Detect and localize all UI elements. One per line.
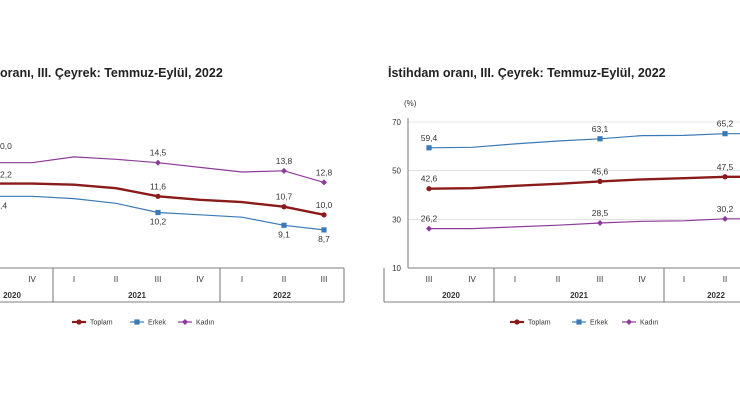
data-point	[722, 131, 728, 137]
data-point	[281, 167, 287, 174]
year-label: 2021	[128, 291, 146, 300]
data-label: 2,2	[0, 170, 12, 180]
x-tick-label: I	[73, 275, 75, 284]
year-label: 2022	[707, 291, 725, 300]
chart-title: İstihdam oranı, III. Çeyrek: Temmuz-Eylü…	[388, 66, 666, 80]
data-label: 59,4	[421, 133, 438, 143]
year-label: 2021	[570, 291, 588, 300]
data-point	[155, 193, 161, 199]
series-line-erkek	[428, 133, 740, 149]
data-point	[155, 159, 161, 166]
data-label: 10,0	[316, 200, 333, 210]
data-label: 10,7	[276, 192, 293, 202]
x-tick-label: III	[597, 275, 604, 284]
x-tick-label: II	[556, 275, 560, 284]
data-point	[321, 212, 327, 218]
data-point	[597, 219, 603, 226]
legend-label: Erkek	[590, 320, 608, 327]
data-label: 28,5	[592, 208, 609, 218]
data-label: 47,5	[717, 162, 734, 172]
x-tick-label: IV	[196, 275, 204, 284]
data-point	[321, 179, 327, 186]
year-label: 2020	[442, 291, 460, 300]
data-label: 0,0	[0, 141, 12, 151]
legend-marker	[576, 319, 582, 325]
data-point	[597, 178, 603, 184]
x-tick-label: IV	[468, 275, 476, 284]
data-point	[722, 215, 728, 222]
year-label: 2022	[273, 291, 291, 300]
data-label: 26,2	[421, 214, 438, 224]
data-point	[155, 209, 161, 216]
data-label: 45,6	[592, 166, 609, 176]
x-tick-label: I	[683, 275, 685, 284]
x-tick-label: III	[426, 275, 433, 284]
data-point	[722, 174, 728, 180]
y-tick-label: 30	[392, 215, 401, 224]
year-label: 2020	[3, 291, 21, 300]
legend-label: Toplam	[528, 320, 551, 327]
legend-marker	[626, 319, 632, 325]
legend-marker	[76, 319, 82, 325]
data-point	[426, 145, 432, 151]
x-tick-label: I	[514, 275, 516, 284]
data-label: 11,6	[150, 181, 166, 191]
series-line-toplam	[428, 175, 740, 190]
data-label: 63,1	[592, 124, 609, 134]
x-tick-label: III	[321, 275, 328, 284]
chart-title: oranı, III. Çeyrek: Temmuz-Eylül, 2022	[0, 66, 223, 80]
data-label: 65,2	[717, 119, 734, 129]
employment-rate-chart: İstihdam oranı, III. Çeyrek: Temmuz-Eylü…	[370, 0, 740, 400]
y-tick-label: 10	[392, 264, 401, 273]
legend-marker	[182, 319, 188, 325]
legend-label: Kadın	[640, 320, 658, 327]
data-label: 10,2	[150, 217, 167, 227]
series-line-kadın	[429, 218, 740, 230]
x-tick-label: IV	[638, 275, 646, 284]
x-tick-label: III	[155, 275, 162, 284]
legend-label: Kadın	[196, 320, 214, 327]
x-tick-label: II	[282, 275, 286, 284]
x-tick-label: IV	[28, 275, 36, 284]
y-tick-label: 70	[392, 118, 401, 127]
x-tick-label: I	[241, 275, 243, 284]
data-label: 14,5	[150, 148, 167, 158]
data-label: 13,8	[276, 156, 293, 166]
legend-label: Erkek	[148, 320, 166, 327]
data-label: ,4	[0, 200, 7, 210]
x-tick-label: II	[723, 275, 727, 284]
data-label: 12,8	[316, 167, 333, 177]
data-label: 8,7	[318, 234, 330, 244]
data-point	[281, 204, 287, 210]
legend-marker	[134, 319, 140, 325]
data-label: 9,1	[278, 229, 290, 239]
x-tick-label: II	[114, 275, 118, 284]
data-label: 42,6	[421, 174, 438, 184]
y-axis-unit: (%)	[404, 99, 417, 108]
data-point	[426, 225, 432, 232]
legend-label: Toplam	[90, 320, 113, 327]
data-point	[597, 136, 603, 142]
data-point	[426, 186, 432, 192]
y-tick-label: 50	[392, 167, 401, 176]
data-point	[281, 222, 287, 228]
data-label: 30,2	[717, 204, 734, 214]
data-point	[321, 227, 327, 233]
unemployment-rate-chart: oranı, III. Çeyrek: Temmuz-Eylül, 2022 I…	[0, 0, 360, 400]
legend-marker	[514, 319, 520, 325]
